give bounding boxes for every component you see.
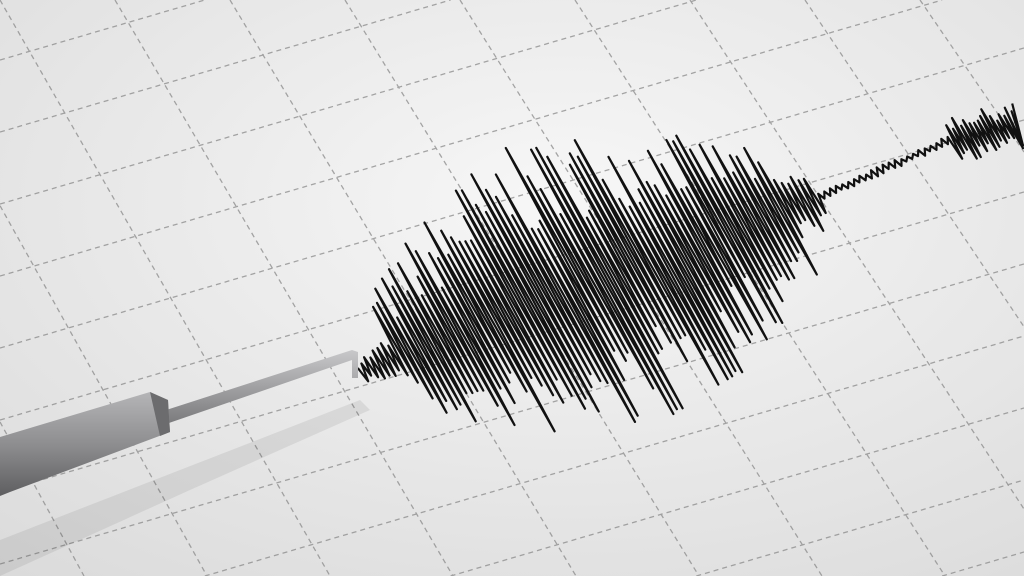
grid-line <box>689 0 1024 510</box>
grid-line <box>229 0 577 576</box>
grid-line <box>450 407 1024 576</box>
grid-line <box>0 0 943 277</box>
grid-line <box>0 205 208 576</box>
stylus-shadow <box>0 400 370 576</box>
stylus-body <box>0 392 170 496</box>
grid-line <box>204 335 1024 576</box>
grid-line <box>574 0 946 576</box>
stylus-pen <box>0 350 358 496</box>
grid-line <box>0 0 331 576</box>
grid-line <box>0 0 697 205</box>
grid-line <box>344 0 700 576</box>
seismograph-trace <box>356 103 1024 433</box>
stylus-body-edge <box>150 392 170 436</box>
grid-line <box>696 479 1024 576</box>
grid-line <box>0 263 1024 565</box>
stylus-rod <box>160 350 358 424</box>
trace-line <box>356 103 1024 433</box>
grid-line <box>804 0 1024 328</box>
grid-line <box>0 0 451 133</box>
grid-line <box>114 0 454 576</box>
grid-line <box>0 47 1024 349</box>
